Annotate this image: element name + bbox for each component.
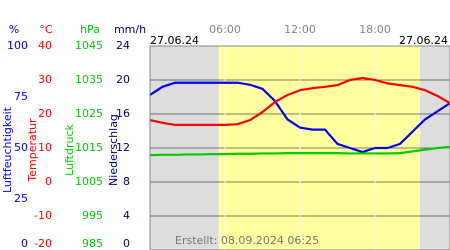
x-tick-label: 18:00 [359,23,391,36]
series-line [149,81,450,154]
y-tick-label: 10 [38,141,52,154]
y-tick-label: 25 [14,192,28,205]
axis-unit: °C [39,23,53,36]
y-tick-label: 50 [14,141,28,154]
y-tick-label: 985 [82,237,103,250]
y-tick-label: 16 [116,107,130,120]
axis-title: Luftdruck [63,123,76,175]
y-tick-label: 1025 [75,107,103,120]
y-tick-label: 0 [123,237,130,250]
y-tick-label: 1035 [75,73,103,86]
y-tick-label: -10 [34,209,52,222]
y-tick-label: 0 [45,175,52,188]
y-tick-label: 0 [21,237,28,250]
x-tick-label: 06:00 [209,23,241,36]
axis-unit: hPa [80,23,100,36]
date-right: 27.06.24 [399,34,448,47]
axis-title: Temperatur [26,118,39,183]
axis-title: Niederschlag [107,114,120,186]
y-tick-label: 30 [38,73,52,86]
y-tick-label: 24 [116,39,130,52]
y-tick-label: 40 [38,39,52,52]
y-tick-label: 995 [82,209,103,222]
plot-border [149,45,450,250]
y-tick-label: 20 [38,107,52,120]
y-tick-label: 20 [116,73,130,86]
axis-title: Luftfeuchtigkeit [1,106,14,193]
y-tick-label: 12 [116,141,130,154]
axis-unit: % [9,23,19,36]
y-tick-label: 75 [14,90,28,103]
y-tick-label: 8 [123,175,130,188]
y-tick-label: 1045 [75,39,103,52]
axis-unit: mm/h [114,23,146,36]
created-note: Erstellt: 08.09.2024 06:25 [175,234,319,247]
y-tick-label: -20 [34,237,52,250]
x-tick-label: 12:00 [284,23,316,36]
series-line [149,76,450,126]
y-tick-label: 4 [123,209,130,222]
y-tick-label: 100 [7,39,28,52]
y-tick-label: 1015 [75,141,103,154]
date-left: 27.06.24 [150,34,199,47]
y-tick-label: 1005 [75,175,103,188]
series-line [149,145,450,157]
